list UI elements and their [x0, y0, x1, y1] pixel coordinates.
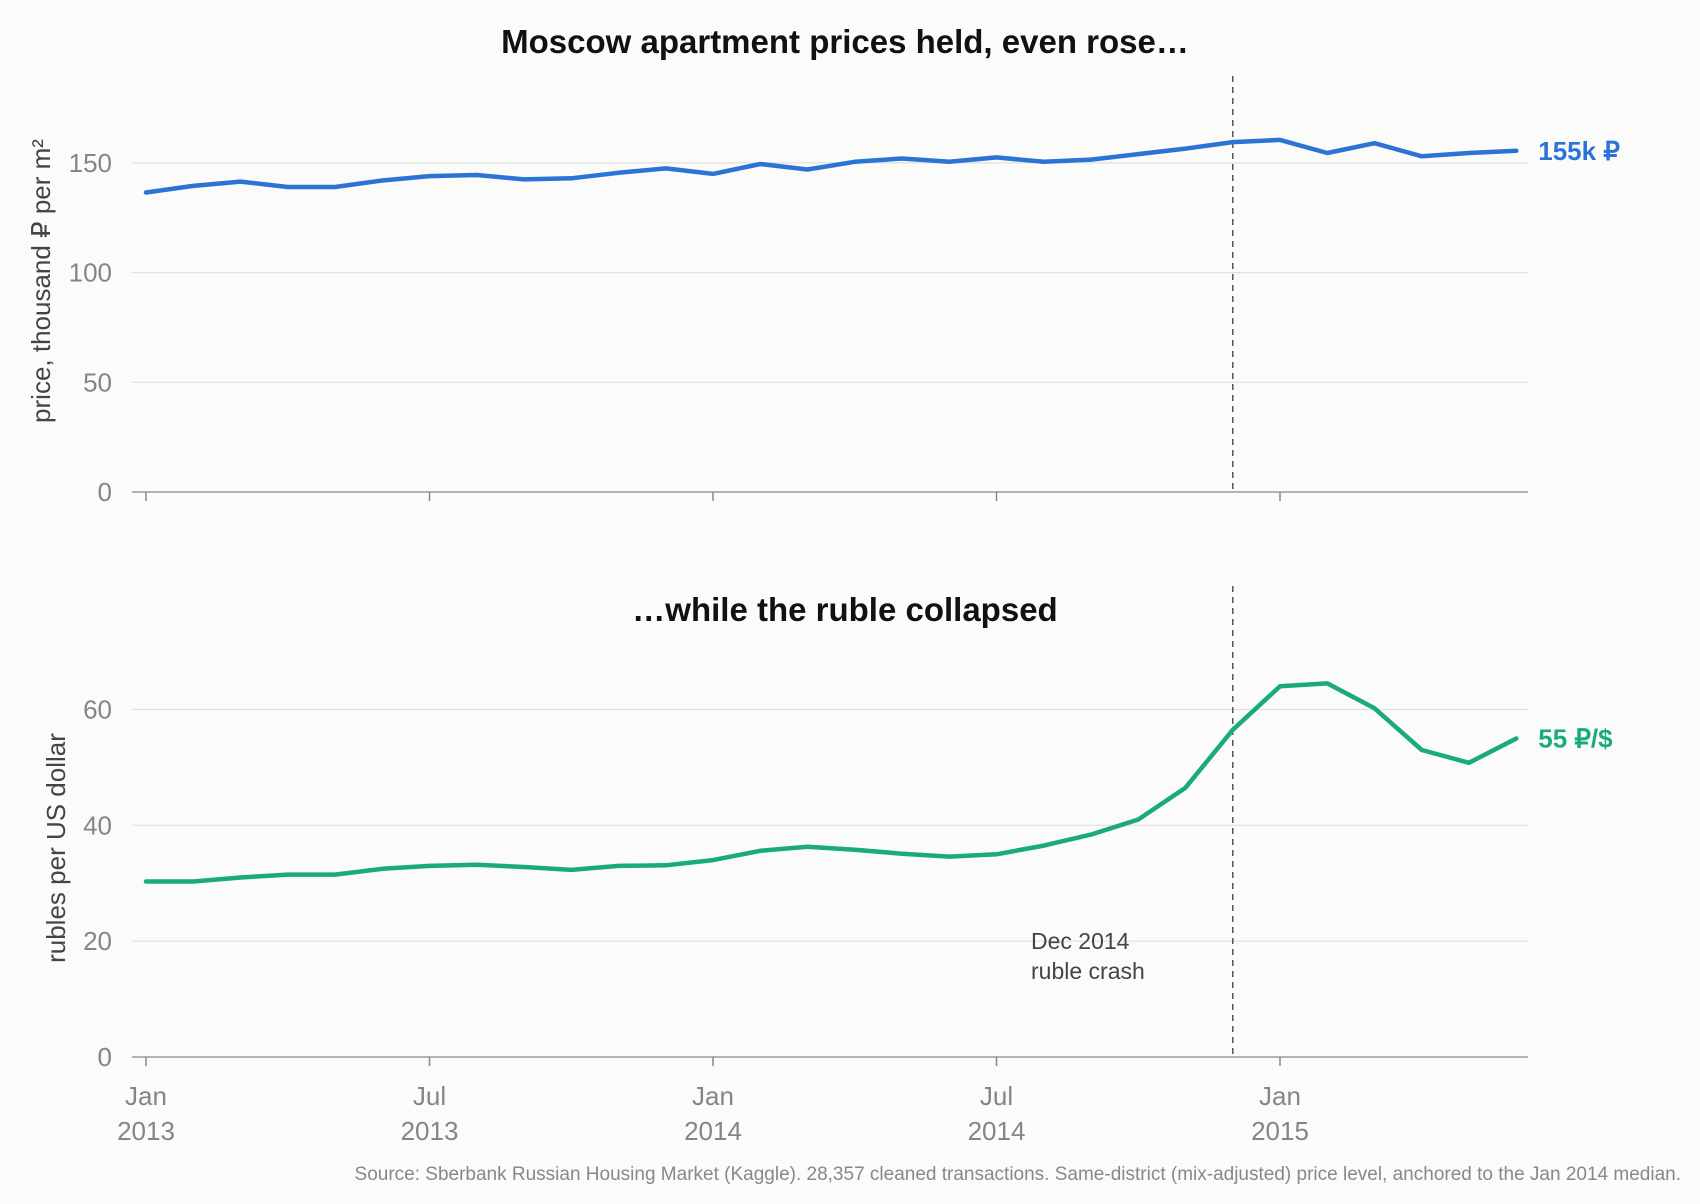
y-tick-label: 0 — [98, 1042, 112, 1072]
price-gridlines — [132, 162, 1528, 383]
x-tick-label-year: 2013 — [401, 1116, 459, 1146]
y-tick-label: 60 — [83, 695, 112, 725]
ruble-crash-annotation: Dec 2014 ruble crash — [1031, 928, 1145, 984]
y-tick-label: 40 — [83, 810, 112, 840]
ruble-end-label: 55 ₽/$ — [1538, 723, 1613, 753]
price-series-line — [143, 137, 1519, 195]
ruble-series-line — [143, 681, 1519, 884]
x-tick-label-month: Jul — [413, 1081, 446, 1111]
x-tick-label-year: 2013 — [117, 1116, 175, 1146]
price-y-axis-label: price, thousand ₽ per m² — [26, 139, 56, 423]
y-tick-label: 0 — [98, 477, 112, 507]
x-tick-label-month: Jul — [980, 1081, 1013, 1111]
x-tick-label-year: 2014 — [968, 1116, 1026, 1146]
ruble-panel: …while the ruble collapsed 0 20 40 60 ruble… — [41, 586, 1613, 1146]
ruble-y-axis-label: rubles per US dollar — [41, 733, 71, 963]
ruble-gridlines — [132, 708, 1528, 942]
price-x-ticks — [145, 492, 1281, 501]
x-tick-label-year: 2015 — [1251, 1116, 1309, 1146]
ruble-panel-title: …while the ruble collapsed — [632, 591, 1057, 628]
y-tick-label: 20 — [83, 926, 112, 956]
annotation-line-1: Dec 2014 — [1031, 928, 1130, 954]
x-tick-label-month: Jan — [125, 1081, 167, 1111]
annotation-line-2: ruble crash — [1031, 958, 1145, 984]
source-note: Source: Sberbank Russian Housing Market … — [355, 1164, 1681, 1185]
price-panel-title: Moscow apartment prices held, even rose… — [501, 23, 1189, 60]
price-y-tick-labels: 0 50 100 150 — [69, 148, 112, 507]
x-tick-label-month: Jan — [692, 1081, 734, 1111]
y-tick-label: 100 — [69, 258, 112, 288]
y-tick-label: 50 — [83, 367, 112, 397]
x-tick-label-year: 2014 — [684, 1116, 742, 1146]
y-tick-label: 150 — [69, 148, 112, 178]
ruble-y-tick-labels: 0 20 40 60 — [83, 695, 112, 1073]
price-panel: Moscow apartment prices held, even rose…… — [26, 23, 1620, 507]
x-tick-label-month: Jan — [1259, 1081, 1301, 1111]
ruble-x-ticks — [145, 1057, 1281, 1066]
x-tick-labels: Jan 2013 Jul 2013 Jan 2014 Jul 2014 Jan 2015 — [117, 1081, 1309, 1146]
price-end-label: 155k ₽ — [1538, 136, 1620, 166]
